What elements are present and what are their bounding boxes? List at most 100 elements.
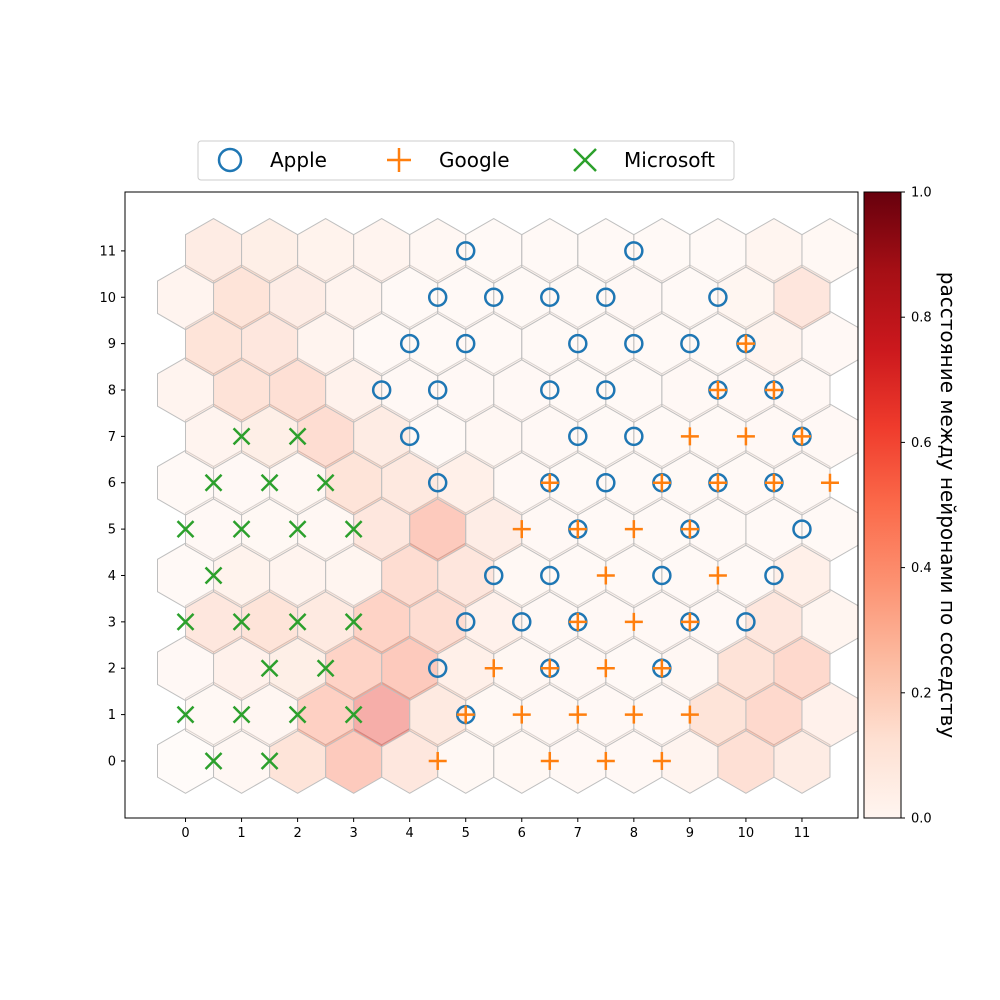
marker-apple xyxy=(455,333,476,354)
marker-microsoft xyxy=(204,473,223,492)
marker-microsoft xyxy=(176,705,195,724)
marker-google xyxy=(624,612,643,631)
marker-microsoft xyxy=(232,612,251,631)
marker-google xyxy=(820,473,839,492)
marker-apple xyxy=(399,333,420,354)
x-axis: 0 1 2 3 4 5 6 7 8 9 10 11 xyxy=(181,818,810,841)
marker-apple xyxy=(512,612,532,632)
marker-google xyxy=(736,334,755,353)
marker-microsoft xyxy=(288,705,307,724)
marker-google xyxy=(540,751,559,770)
colorbar-tick-label: 1.0 xyxy=(911,186,932,201)
marker-google xyxy=(680,612,699,631)
marker-google xyxy=(624,520,643,539)
colorbar-tick-label: 0.8 xyxy=(911,311,932,326)
colorbar-tick-label: 0.2 xyxy=(911,686,932,701)
marker-apple xyxy=(371,380,392,400)
marker-apple xyxy=(455,612,476,632)
colorbar: 0.0 0.2 0.4 0.6 0.8 1.0 расстояние между нейр… xyxy=(863,186,960,827)
marker-apple xyxy=(399,426,420,447)
y-tick-label: 3 xyxy=(108,615,116,630)
marker-apple xyxy=(540,565,560,586)
colorbar-tick-label: 0.4 xyxy=(911,561,932,576)
legend: Apple Google Microsoft xyxy=(197,140,735,181)
colorbar-tick-label: 0.0 xyxy=(911,812,932,827)
marker-google xyxy=(540,473,559,492)
marker-google xyxy=(764,473,783,492)
marker-microsoft xyxy=(288,520,307,538)
marker-apple xyxy=(540,380,560,400)
x-tick-label: 0 xyxy=(181,826,189,841)
x-tick-label: 9 xyxy=(686,826,694,841)
legend-marker-microsoft xyxy=(573,148,597,172)
y-tick-label: 10 xyxy=(99,291,116,306)
marker-microsoft xyxy=(204,566,223,585)
marker-google xyxy=(792,427,811,446)
legend-label-microsoft: Microsoft xyxy=(624,148,715,172)
marker-microsoft xyxy=(260,473,279,492)
marker-apple xyxy=(596,287,616,308)
marker-apple xyxy=(764,565,784,586)
marker-google xyxy=(652,751,671,770)
marker-microsoft xyxy=(204,752,223,770)
y-tick-label: 11 xyxy=(99,244,116,259)
marker-apple xyxy=(483,287,504,308)
marker-apple xyxy=(427,380,448,400)
marker-microsoft xyxy=(176,520,195,538)
marker-apple xyxy=(455,241,476,261)
y-tick-label: 2 xyxy=(108,662,116,677)
hex-cell xyxy=(773,728,831,794)
marker-google xyxy=(568,612,587,631)
marker-apple xyxy=(624,426,644,447)
marker-apple xyxy=(427,287,448,308)
marker-apple xyxy=(624,241,644,261)
marker-google xyxy=(652,473,671,492)
hex-cell xyxy=(773,357,831,423)
marker-microsoft xyxy=(344,612,363,631)
legend-label-google: Google xyxy=(439,148,510,172)
hex-cell xyxy=(773,635,831,702)
marker-google xyxy=(484,659,503,678)
hex-cell xyxy=(801,588,858,655)
marker-microsoft xyxy=(288,427,307,446)
marker-microsoft xyxy=(344,520,363,538)
marker-microsoft xyxy=(232,705,251,724)
marker-google xyxy=(540,659,559,678)
marker-google xyxy=(596,566,615,585)
x-tick-label: 2 xyxy=(293,826,301,841)
colorbar-label: расстояние между нейронами по соседству xyxy=(936,272,960,739)
y-tick-label: 8 xyxy=(108,384,116,399)
x-tick-label: 5 xyxy=(462,826,470,841)
y-tick-label: 1 xyxy=(108,708,116,723)
x-tick-label: 8 xyxy=(630,826,638,841)
hex-cell xyxy=(773,449,831,516)
plot-frame xyxy=(124,191,859,819)
hex-cell xyxy=(801,681,858,748)
marker-microsoft xyxy=(344,705,363,724)
marker-microsoft xyxy=(232,427,251,446)
marker-microsoft xyxy=(260,659,279,678)
x-tick-label: 11 xyxy=(794,826,811,841)
marker-google xyxy=(680,427,699,446)
hex-cell xyxy=(801,496,858,563)
colorbar-ticks: 0.0 0.2 0.4 0.6 0.8 1.0 xyxy=(901,186,932,827)
y-tick-label: 4 xyxy=(108,569,116,584)
marker-apple xyxy=(483,565,504,586)
x-tick-label: 6 xyxy=(518,826,526,841)
y-tick-label: 9 xyxy=(108,337,116,352)
hex-cell xyxy=(773,264,831,331)
plot-area: 0 1 2 3 4 5 6 7 8 9 10 11 0 1 2 3 4 5 6 7 8 9 10 11 xyxy=(99,191,859,841)
x-tick-label: 1 xyxy=(237,826,245,841)
y-tick-label: 7 xyxy=(108,430,116,445)
marker-google xyxy=(736,427,755,446)
marker-apple xyxy=(680,333,700,354)
marker-microsoft xyxy=(176,612,195,631)
marker-apple xyxy=(427,658,448,678)
marker-apple xyxy=(427,472,448,493)
marker-google xyxy=(708,566,727,585)
data-markers xyxy=(176,241,839,770)
marker-google xyxy=(680,520,699,539)
marker-google xyxy=(512,520,531,539)
y-tick-label: 0 xyxy=(108,754,116,769)
